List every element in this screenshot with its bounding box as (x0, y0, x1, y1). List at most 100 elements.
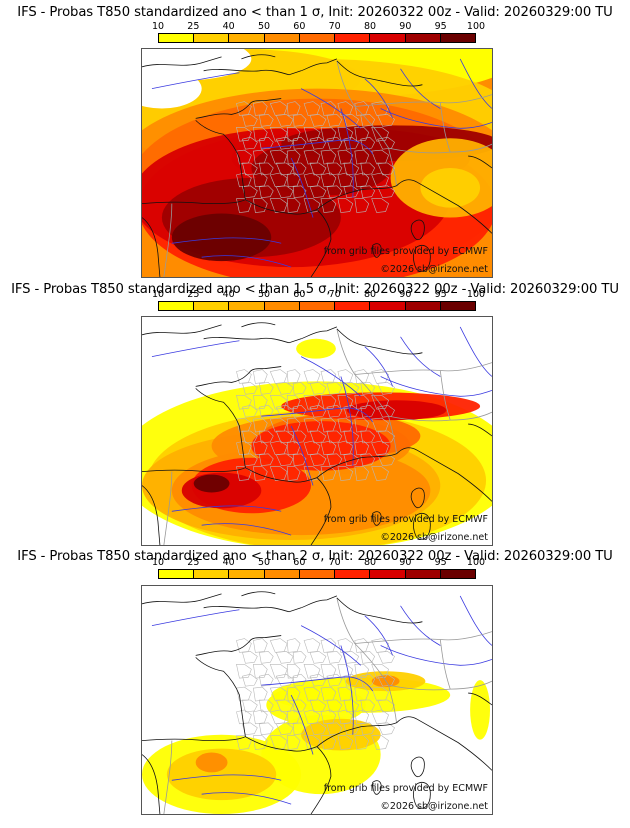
panel-2-colorbar (158, 301, 476, 311)
panel-2-map: from grib files provided by ECMWF ©2026 … (141, 316, 493, 546)
department-border (320, 198, 337, 213)
department-border (269, 466, 288, 481)
river (364, 78, 393, 119)
colorbar-swatch (335, 570, 371, 578)
probability-area (420, 167, 481, 208)
coastline (396, 179, 492, 234)
colorbar-swatch (440, 34, 475, 42)
department-border (337, 149, 354, 165)
panel-2-credit-source: from grib files provided by ECMWF (323, 514, 488, 525)
department-border (236, 417, 252, 433)
department-border (371, 369, 389, 384)
department-border (320, 417, 337, 433)
probability-area (470, 680, 491, 740)
department-border (258, 114, 274, 127)
department-border (371, 127, 389, 142)
coastline (241, 54, 276, 60)
department-border (337, 172, 354, 188)
department-border (236, 127, 252, 142)
department-border (354, 440, 370, 456)
department-border (303, 466, 321, 481)
department-border (269, 395, 288, 410)
country-border (439, 370, 451, 421)
panel-3-map-canvas (142, 586, 492, 814)
department-border (326, 673, 343, 687)
colorbar-swatch (405, 34, 441, 42)
river (380, 108, 492, 129)
department-border (354, 735, 370, 750)
coastline (203, 606, 302, 613)
country-border (354, 362, 492, 375)
department-border (371, 440, 389, 456)
country-border (388, 143, 492, 154)
coastline (310, 209, 332, 277)
coastline (410, 219, 425, 241)
coastline (142, 324, 222, 336)
department-border (360, 382, 376, 395)
river (364, 346, 393, 387)
department-border (326, 651, 343, 664)
department-border (236, 664, 252, 679)
department-border (303, 369, 321, 384)
department-border (286, 735, 301, 750)
panel-1-title: IFS - Probas T850 standardized ano < tha… (17, 5, 613, 20)
colorbar-tick-label: 90 (399, 289, 412, 300)
department-border (326, 382, 343, 395)
department-border (320, 101, 337, 116)
department-borders (236, 101, 395, 213)
department-border (242, 382, 258, 395)
river (261, 676, 374, 692)
department-border (269, 172, 288, 188)
rivers (151, 326, 492, 536)
department-border (371, 172, 389, 188)
river (459, 326, 492, 377)
coastline (310, 746, 332, 814)
panel-3-colorbar (158, 569, 476, 579)
panel-2-colorbar-ticks: 10 25 40 50 60 70 80 90 95 100 (152, 289, 485, 300)
colorbar-swatch (159, 570, 195, 578)
department-border (377, 114, 395, 127)
coastline (142, 467, 246, 473)
panel-1-map: from grib files provided by ECMWF ©2026 … (141, 48, 493, 278)
coastline (413, 513, 431, 540)
department-border (275, 114, 294, 127)
department-border (309, 185, 327, 199)
panel-3-title: IFS - Probas T850 standardized ano < tha… (17, 549, 613, 564)
department-border (303, 638, 321, 653)
colorbar-tick-label: 90 (399, 557, 412, 568)
department-border (253, 638, 268, 653)
department-border (258, 453, 274, 467)
department-border (354, 686, 370, 702)
department-border (286, 149, 301, 165)
colorbar-tick-label: 25 (187, 21, 200, 32)
department-border (354, 466, 370, 481)
department-border (253, 664, 268, 679)
department-border (337, 709, 354, 725)
department-border (377, 185, 395, 199)
department-border (258, 382, 274, 395)
river (300, 625, 362, 666)
department-border (326, 136, 343, 150)
panel-3-credit-source: from grib files provided by ECMWF (323, 783, 488, 794)
country-borders (163, 597, 492, 814)
department-border (320, 709, 337, 725)
department-border (242, 404, 258, 418)
department-border (360, 651, 376, 664)
department-border (371, 101, 389, 116)
panel-3-colorbar-ticks: 10 25 40 50 60 70 80 90 95 100 (152, 557, 485, 568)
department-border (343, 114, 360, 127)
department-border (269, 127, 288, 142)
country-border (354, 631, 492, 644)
department-border (236, 101, 252, 116)
colorbar-swatch (405, 570, 441, 578)
river (201, 255, 292, 268)
department-border (253, 466, 268, 481)
department-border (236, 466, 252, 481)
colorbar-tick-label: 80 (363, 557, 377, 568)
department-border (309, 673, 327, 687)
department-border (343, 453, 360, 467)
department-border (275, 651, 294, 664)
department-border (371, 395, 389, 410)
department-border (337, 127, 354, 142)
department-border (326, 114, 343, 127)
